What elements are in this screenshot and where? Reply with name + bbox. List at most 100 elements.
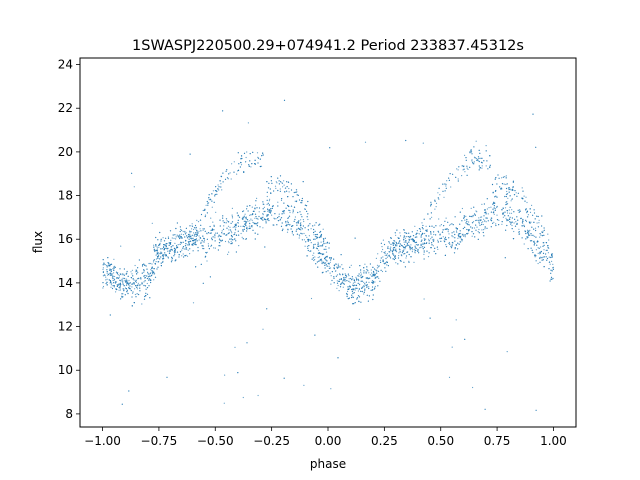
data-point xyxy=(290,183,292,185)
data-point xyxy=(357,278,359,280)
data-point xyxy=(109,274,111,276)
data-point xyxy=(181,237,183,239)
data-point xyxy=(531,240,533,242)
data-point xyxy=(210,229,212,231)
data-point xyxy=(494,202,496,204)
data-point xyxy=(433,239,435,241)
data-point xyxy=(466,233,468,235)
data-point xyxy=(217,184,219,186)
data-point xyxy=(184,233,187,235)
data-point xyxy=(182,241,184,243)
data-point xyxy=(404,246,406,249)
data-point xyxy=(358,288,360,290)
data-point xyxy=(328,242,330,244)
data-point xyxy=(249,223,251,225)
data-point xyxy=(270,192,272,194)
data-point xyxy=(484,209,486,211)
data-point xyxy=(461,175,463,177)
data-point xyxy=(315,222,317,224)
data-point xyxy=(445,185,447,187)
data-point xyxy=(240,232,242,235)
data-point xyxy=(222,233,224,235)
data-point xyxy=(269,209,271,211)
data-point xyxy=(408,261,410,263)
data-point xyxy=(133,279,135,281)
data-point xyxy=(274,213,276,215)
data-point xyxy=(102,271,104,273)
data-point xyxy=(277,205,279,207)
data-point xyxy=(463,217,465,219)
data-point xyxy=(481,222,483,224)
data-point xyxy=(116,273,118,275)
data-point xyxy=(529,229,531,231)
data-point xyxy=(462,169,464,171)
data-point xyxy=(472,221,475,223)
data-point xyxy=(472,233,475,235)
data-point xyxy=(281,198,283,200)
data-point xyxy=(162,260,164,262)
data-point xyxy=(439,237,441,240)
data-point xyxy=(119,279,121,281)
data-point xyxy=(146,287,149,289)
data-point xyxy=(473,206,475,208)
data-point xyxy=(295,230,297,232)
data-point xyxy=(348,297,350,299)
data-point xyxy=(474,219,477,222)
data-point xyxy=(390,249,392,251)
data-point xyxy=(472,161,474,163)
data-point xyxy=(218,189,220,191)
data-point xyxy=(481,157,483,159)
data-point xyxy=(484,408,486,410)
data-point xyxy=(109,269,111,271)
data-point xyxy=(168,250,170,252)
data-point xyxy=(219,245,221,247)
data-point xyxy=(197,221,200,223)
data-point xyxy=(179,243,181,245)
data-point xyxy=(403,237,405,239)
data-point xyxy=(371,289,373,291)
data-point xyxy=(160,240,162,242)
data-point xyxy=(219,180,221,182)
data-point xyxy=(115,291,117,293)
data-point xyxy=(291,232,293,234)
data-point xyxy=(126,279,128,281)
data-point xyxy=(286,181,288,183)
data-point xyxy=(144,264,146,266)
data-point xyxy=(382,239,384,241)
data-point xyxy=(230,222,232,224)
data-point xyxy=(444,238,446,240)
data-point xyxy=(411,247,413,249)
data-point xyxy=(483,160,485,162)
data-point xyxy=(425,225,427,227)
data-point xyxy=(486,227,488,229)
data-point xyxy=(151,222,153,224)
data-point xyxy=(310,228,312,230)
data-point xyxy=(281,182,284,184)
data-point xyxy=(163,258,165,260)
data-point xyxy=(274,218,276,220)
data-point xyxy=(504,211,506,213)
data-point xyxy=(237,169,240,171)
data-point xyxy=(179,226,181,228)
data-point xyxy=(430,205,432,207)
data-point xyxy=(242,230,244,232)
data-point xyxy=(363,267,365,269)
data-point xyxy=(455,227,457,229)
data-point xyxy=(283,210,285,212)
data-point xyxy=(177,244,179,246)
data-point xyxy=(154,263,156,265)
data-point xyxy=(227,253,229,255)
data-point xyxy=(479,152,481,154)
data-point xyxy=(531,234,533,236)
data-point xyxy=(347,273,349,275)
data-point xyxy=(548,239,550,241)
data-point xyxy=(246,227,248,230)
data-point xyxy=(533,228,535,230)
data-point xyxy=(478,220,480,222)
data-point xyxy=(323,239,325,241)
data-point xyxy=(358,318,360,320)
data-point xyxy=(157,256,159,258)
data-point xyxy=(412,238,414,240)
data-point xyxy=(301,202,303,204)
data-point xyxy=(298,199,301,201)
